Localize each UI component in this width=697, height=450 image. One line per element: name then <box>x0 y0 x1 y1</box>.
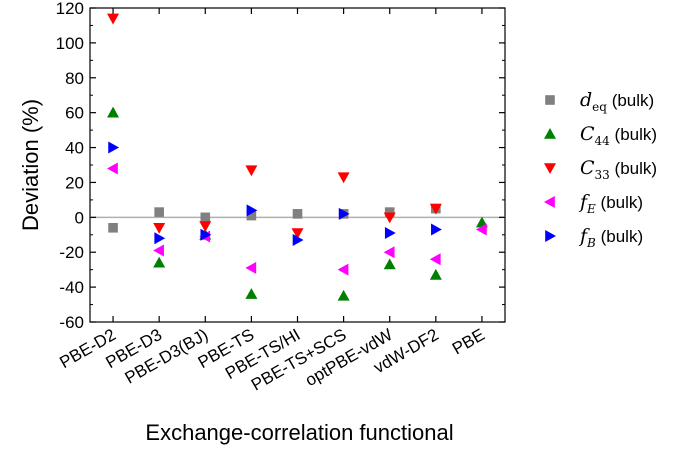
data-point-triangle-left <box>337 263 349 276</box>
legend-marker-square <box>545 95 555 105</box>
data-point-triangle-up <box>107 106 120 118</box>
data-point-triangle-up <box>153 256 166 268</box>
y-tick-label: 120 <box>56 0 84 18</box>
data-point-triangle-down <box>383 212 396 224</box>
plot-frame <box>89 7 506 323</box>
legend-marker-triangle-up <box>544 128 556 139</box>
y-tick-label: 20 <box>65 173 84 192</box>
x-axis-label: Exchange-correlation functional <box>145 420 453 445</box>
data-point-square <box>384 207 395 217</box>
data-point-triangle-down <box>245 165 258 177</box>
data-point-triangle-down <box>337 172 350 184</box>
data-point-triangle-left <box>153 244 164 257</box>
legend-entry: C44 (bulk) <box>580 123 657 148</box>
legend: deq (bulk) C44 (bulk) C33 (bulk) fE (bulk) f… <box>544 89 657 250</box>
data-point-triangle-down <box>291 228 304 240</box>
data-point-triangle-down <box>107 13 120 25</box>
legend-entry: deq (bulk) <box>580 89 654 114</box>
data-point-triangle-right <box>108 141 120 154</box>
data-point-triangle-right <box>246 204 258 217</box>
legend-marker-triangle-right <box>545 230 556 242</box>
data-points <box>107 13 488 301</box>
x-tick-label: PBE <box>449 325 488 358</box>
data-point-square <box>108 223 118 233</box>
y-axis-label: Deviation (%) <box>18 99 43 231</box>
data-point-triangle-left <box>107 162 118 175</box>
data-point-triangle-right <box>154 232 166 245</box>
data-point-square <box>154 207 164 217</box>
data-point-triangle-up <box>245 288 258 299</box>
data-point-square <box>292 209 303 219</box>
y-tick-label: -60 <box>59 313 84 332</box>
data-point-triangle-right <box>292 234 304 247</box>
data-point-triangle-up <box>383 258 396 270</box>
data-point-triangle-left <box>475 223 487 236</box>
x-axis: PBE-D2PBE-D3PBE-D3(BJ)PBE-TSPBE-TS/HIPBE… <box>56 8 488 395</box>
data-point-square <box>200 212 211 223</box>
data-point-square <box>246 210 257 221</box>
legend-marker-triangle-down <box>544 163 556 174</box>
y-tick-label: 100 <box>56 34 84 53</box>
data-point-triangle-down <box>199 221 212 233</box>
legend-entry: C33 (bulk) <box>580 157 657 182</box>
y-tick-label: -40 <box>59 278 84 297</box>
legend-entry: fB (bulk) <box>578 225 643 250</box>
data-point-triangle-down <box>153 223 166 234</box>
data-point-triangle-right <box>384 227 396 240</box>
data-point-triangle-left <box>429 253 441 266</box>
y-axis: -60 -40 -20 0 20 40 60 80 100 120 <box>56 0 505 332</box>
data-point-triangle-up <box>429 268 442 280</box>
data-point-triangle-left <box>245 261 257 274</box>
data-point-triangle-up <box>337 289 350 301</box>
data-point-triangle-right <box>200 228 212 241</box>
legend-marker-triangle-left <box>544 196 555 208</box>
y-tick-label: 60 <box>65 104 84 123</box>
y-tick-label: 80 <box>65 69 84 88</box>
data-point-triangle-right <box>338 207 350 220</box>
data-point-triangle-down <box>429 203 442 215</box>
data-point-triangle-left <box>383 246 395 259</box>
y-tick-label: 0 <box>75 208 84 227</box>
data-point-triangle-right <box>431 223 442 236</box>
y-tick-label: -20 <box>59 243 84 262</box>
legend-entry: fE (bulk) <box>578 191 643 216</box>
y-tick-label: 40 <box>65 139 84 158</box>
